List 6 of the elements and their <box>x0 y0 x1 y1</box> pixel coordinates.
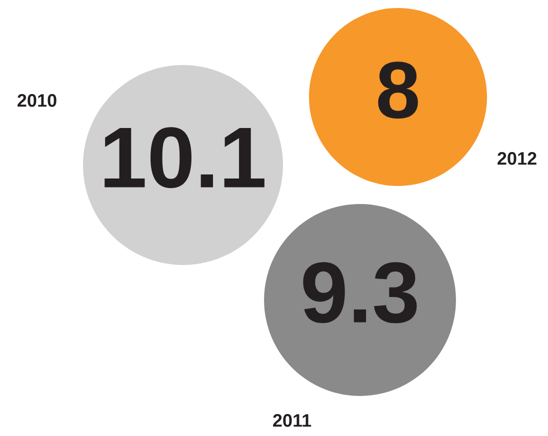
category-label: 2012 <box>498 152 536 165</box>
category-label: 2010 <box>18 94 56 107</box>
data-label: 10.1 <box>104 127 264 188</box>
data-label: 9.3 <box>303 262 417 324</box>
data-label: 8 <box>378 62 418 119</box>
category-label: 2011 <box>273 414 312 427</box>
